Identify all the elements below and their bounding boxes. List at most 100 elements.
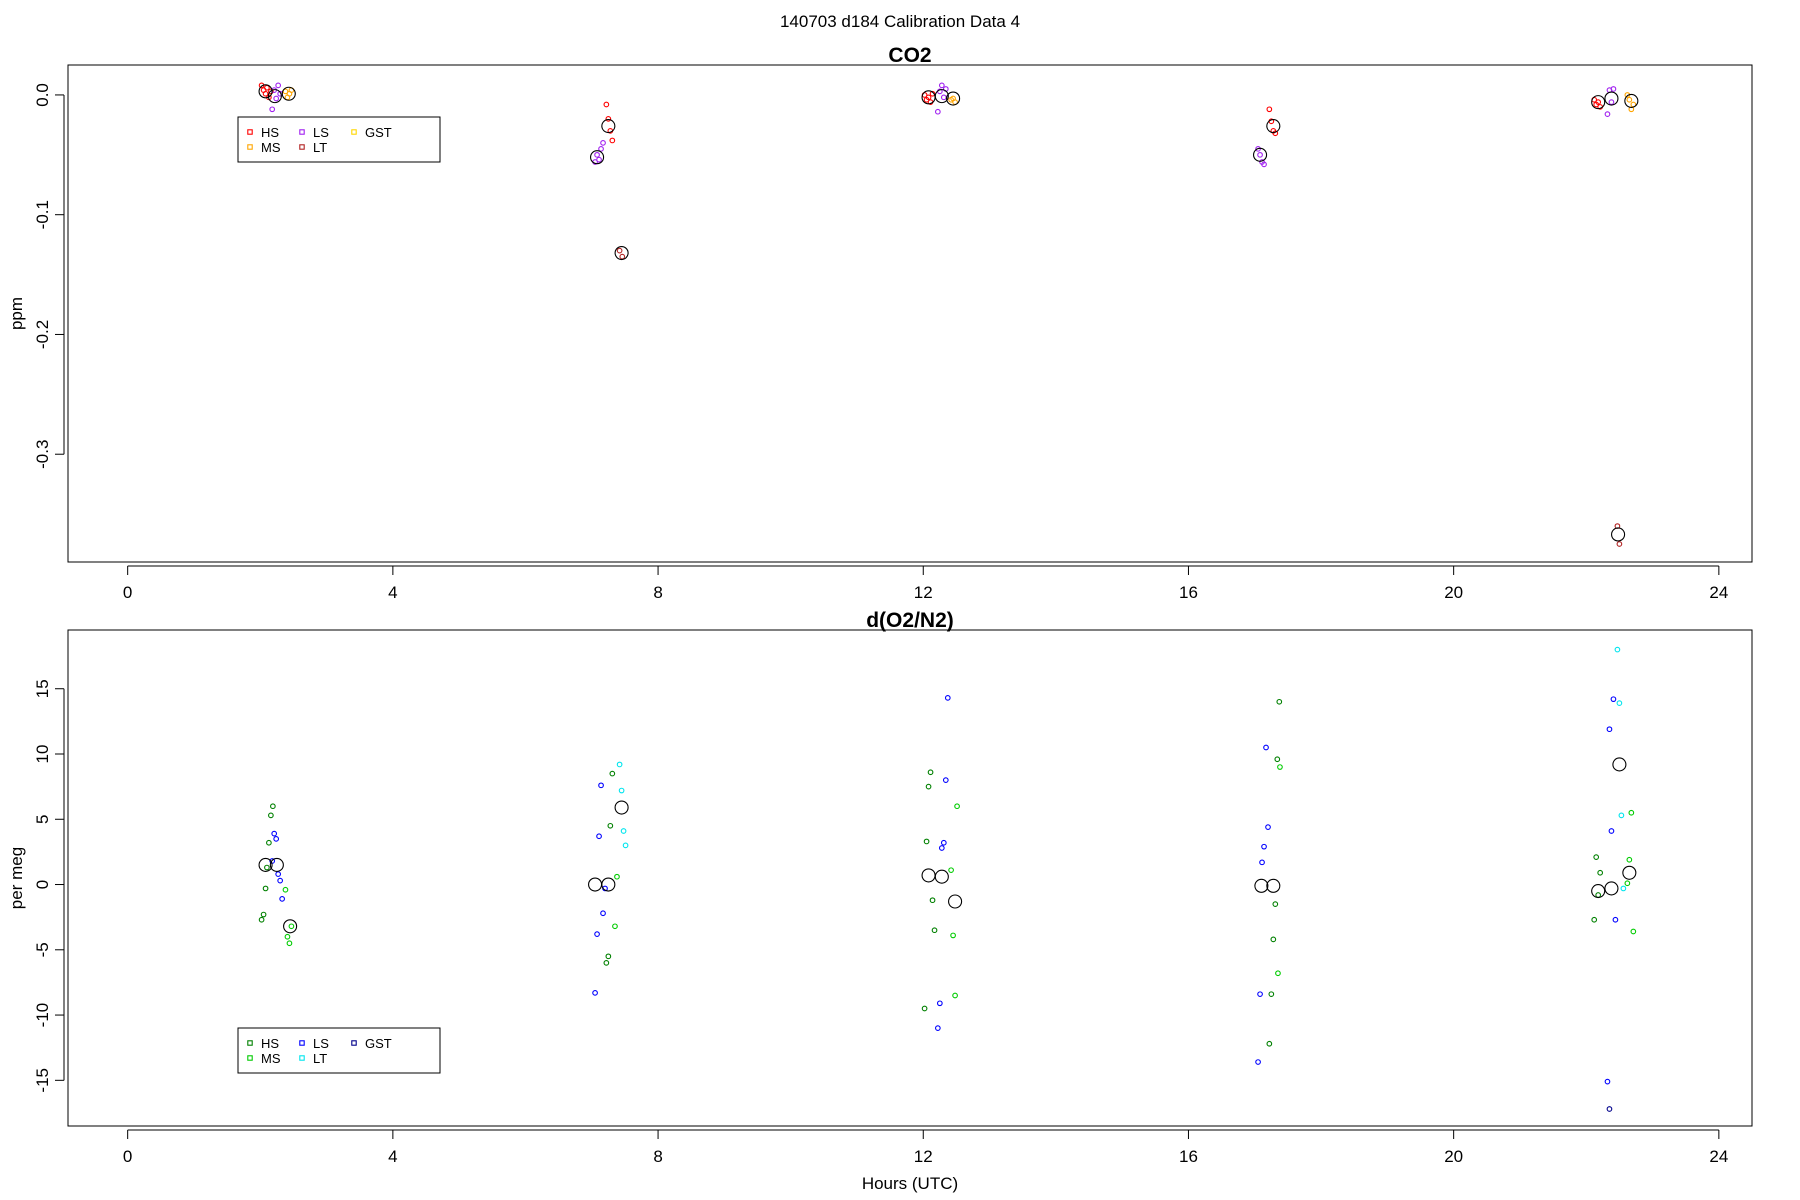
plot-frame xyxy=(67,629,1753,1127)
data-point xyxy=(1257,151,1263,158)
x-tick-label: 24 xyxy=(1709,1147,1728,1166)
data-point xyxy=(921,1005,928,1012)
y-tick-label: 0.0 xyxy=(33,83,52,107)
series-lt xyxy=(616,646,1627,892)
data-point xyxy=(275,82,282,89)
mean-point xyxy=(1253,147,1268,162)
data-point xyxy=(598,782,604,789)
data-point xyxy=(609,770,616,777)
mean-point xyxy=(258,84,273,99)
mean-point xyxy=(258,857,273,872)
legend-label: LS xyxy=(313,1036,329,1051)
data-point xyxy=(273,835,280,842)
data-point xyxy=(609,137,616,144)
data-point xyxy=(270,803,276,810)
legend-marker xyxy=(247,129,253,135)
data-point xyxy=(607,822,614,829)
data-point xyxy=(600,910,606,917)
legend-label: GST xyxy=(365,125,392,140)
mean-point xyxy=(1604,881,1619,896)
x-tick-label: 20 xyxy=(1444,1147,1463,1166)
data-point xyxy=(618,787,625,794)
data-point xyxy=(1591,916,1598,923)
data-point xyxy=(1265,824,1271,830)
data-point xyxy=(1616,700,1623,706)
data-point xyxy=(929,897,936,904)
mean-point xyxy=(934,89,949,104)
data-point xyxy=(1628,809,1635,816)
y-axis-title: ppm xyxy=(7,297,26,330)
data-point xyxy=(1606,1106,1613,1112)
y-tick-label: 15 xyxy=(33,679,52,698)
series-lt xyxy=(616,247,1623,547)
data-point xyxy=(622,842,629,849)
data-point xyxy=(1255,1059,1261,1065)
data-point xyxy=(1266,1040,1273,1047)
series-gst xyxy=(1606,1106,1613,1112)
data-point xyxy=(619,253,626,260)
data-point xyxy=(929,90,936,97)
legend-box xyxy=(237,116,441,163)
data-point xyxy=(1616,541,1623,547)
y-tick-label: -0.3 xyxy=(33,440,52,469)
legend-marker xyxy=(299,129,305,135)
data-point xyxy=(931,927,938,934)
data-point xyxy=(268,88,274,95)
legend-label: LT xyxy=(313,140,327,155)
data-point xyxy=(948,867,954,874)
data-point xyxy=(603,101,610,108)
mean-markers xyxy=(258,757,1637,934)
legend-marker xyxy=(299,1040,305,1046)
mean-point xyxy=(269,857,284,872)
mean-point xyxy=(281,86,296,101)
data-point xyxy=(938,82,945,89)
data-point xyxy=(596,833,602,840)
data-point xyxy=(1277,764,1283,770)
mean-point xyxy=(267,89,282,104)
data-point xyxy=(1270,936,1277,943)
data-point xyxy=(938,845,945,851)
mean-point xyxy=(946,91,961,106)
data-point xyxy=(1612,916,1619,923)
data-point xyxy=(1272,901,1279,907)
data-point xyxy=(286,940,293,947)
data-point xyxy=(616,761,623,768)
data-point xyxy=(284,933,291,940)
series-ls xyxy=(269,695,1619,1085)
x-tick-label: 12 xyxy=(914,1147,933,1166)
panel-title: CO2 xyxy=(888,44,931,67)
data-point xyxy=(1268,991,1275,998)
data-point xyxy=(1259,859,1265,866)
data-point xyxy=(288,923,295,930)
data-point xyxy=(944,695,951,701)
data-point xyxy=(942,777,949,783)
data-point xyxy=(925,94,932,101)
data-point xyxy=(592,990,598,996)
mean-point xyxy=(590,150,605,165)
data-point xyxy=(271,830,278,837)
data-point xyxy=(605,953,612,960)
data-point xyxy=(612,923,618,930)
y-axis-title: per meg xyxy=(7,847,26,909)
y-tick-label: -15 xyxy=(33,1068,52,1093)
mean-point xyxy=(601,877,616,892)
y-tick-label: 0 xyxy=(33,880,52,889)
legend-marker xyxy=(247,1040,253,1046)
legend-label: GST xyxy=(365,1036,392,1051)
panel-title: d(O2/N2) xyxy=(866,609,954,632)
data-point xyxy=(594,931,600,937)
data-point xyxy=(260,911,267,918)
data-point xyxy=(934,108,941,115)
legend-label: MS xyxy=(261,1051,281,1066)
data-point xyxy=(1610,696,1617,703)
x-tick-label: 20 xyxy=(1444,583,1463,602)
mean-point xyxy=(283,919,298,934)
x-tick-label: 0 xyxy=(123,1147,132,1166)
data-point xyxy=(264,864,270,871)
legend-marker xyxy=(351,1040,357,1046)
data-point xyxy=(1272,130,1279,137)
data-point xyxy=(927,769,934,776)
data-point xyxy=(605,116,612,122)
data-point xyxy=(1606,726,1613,733)
